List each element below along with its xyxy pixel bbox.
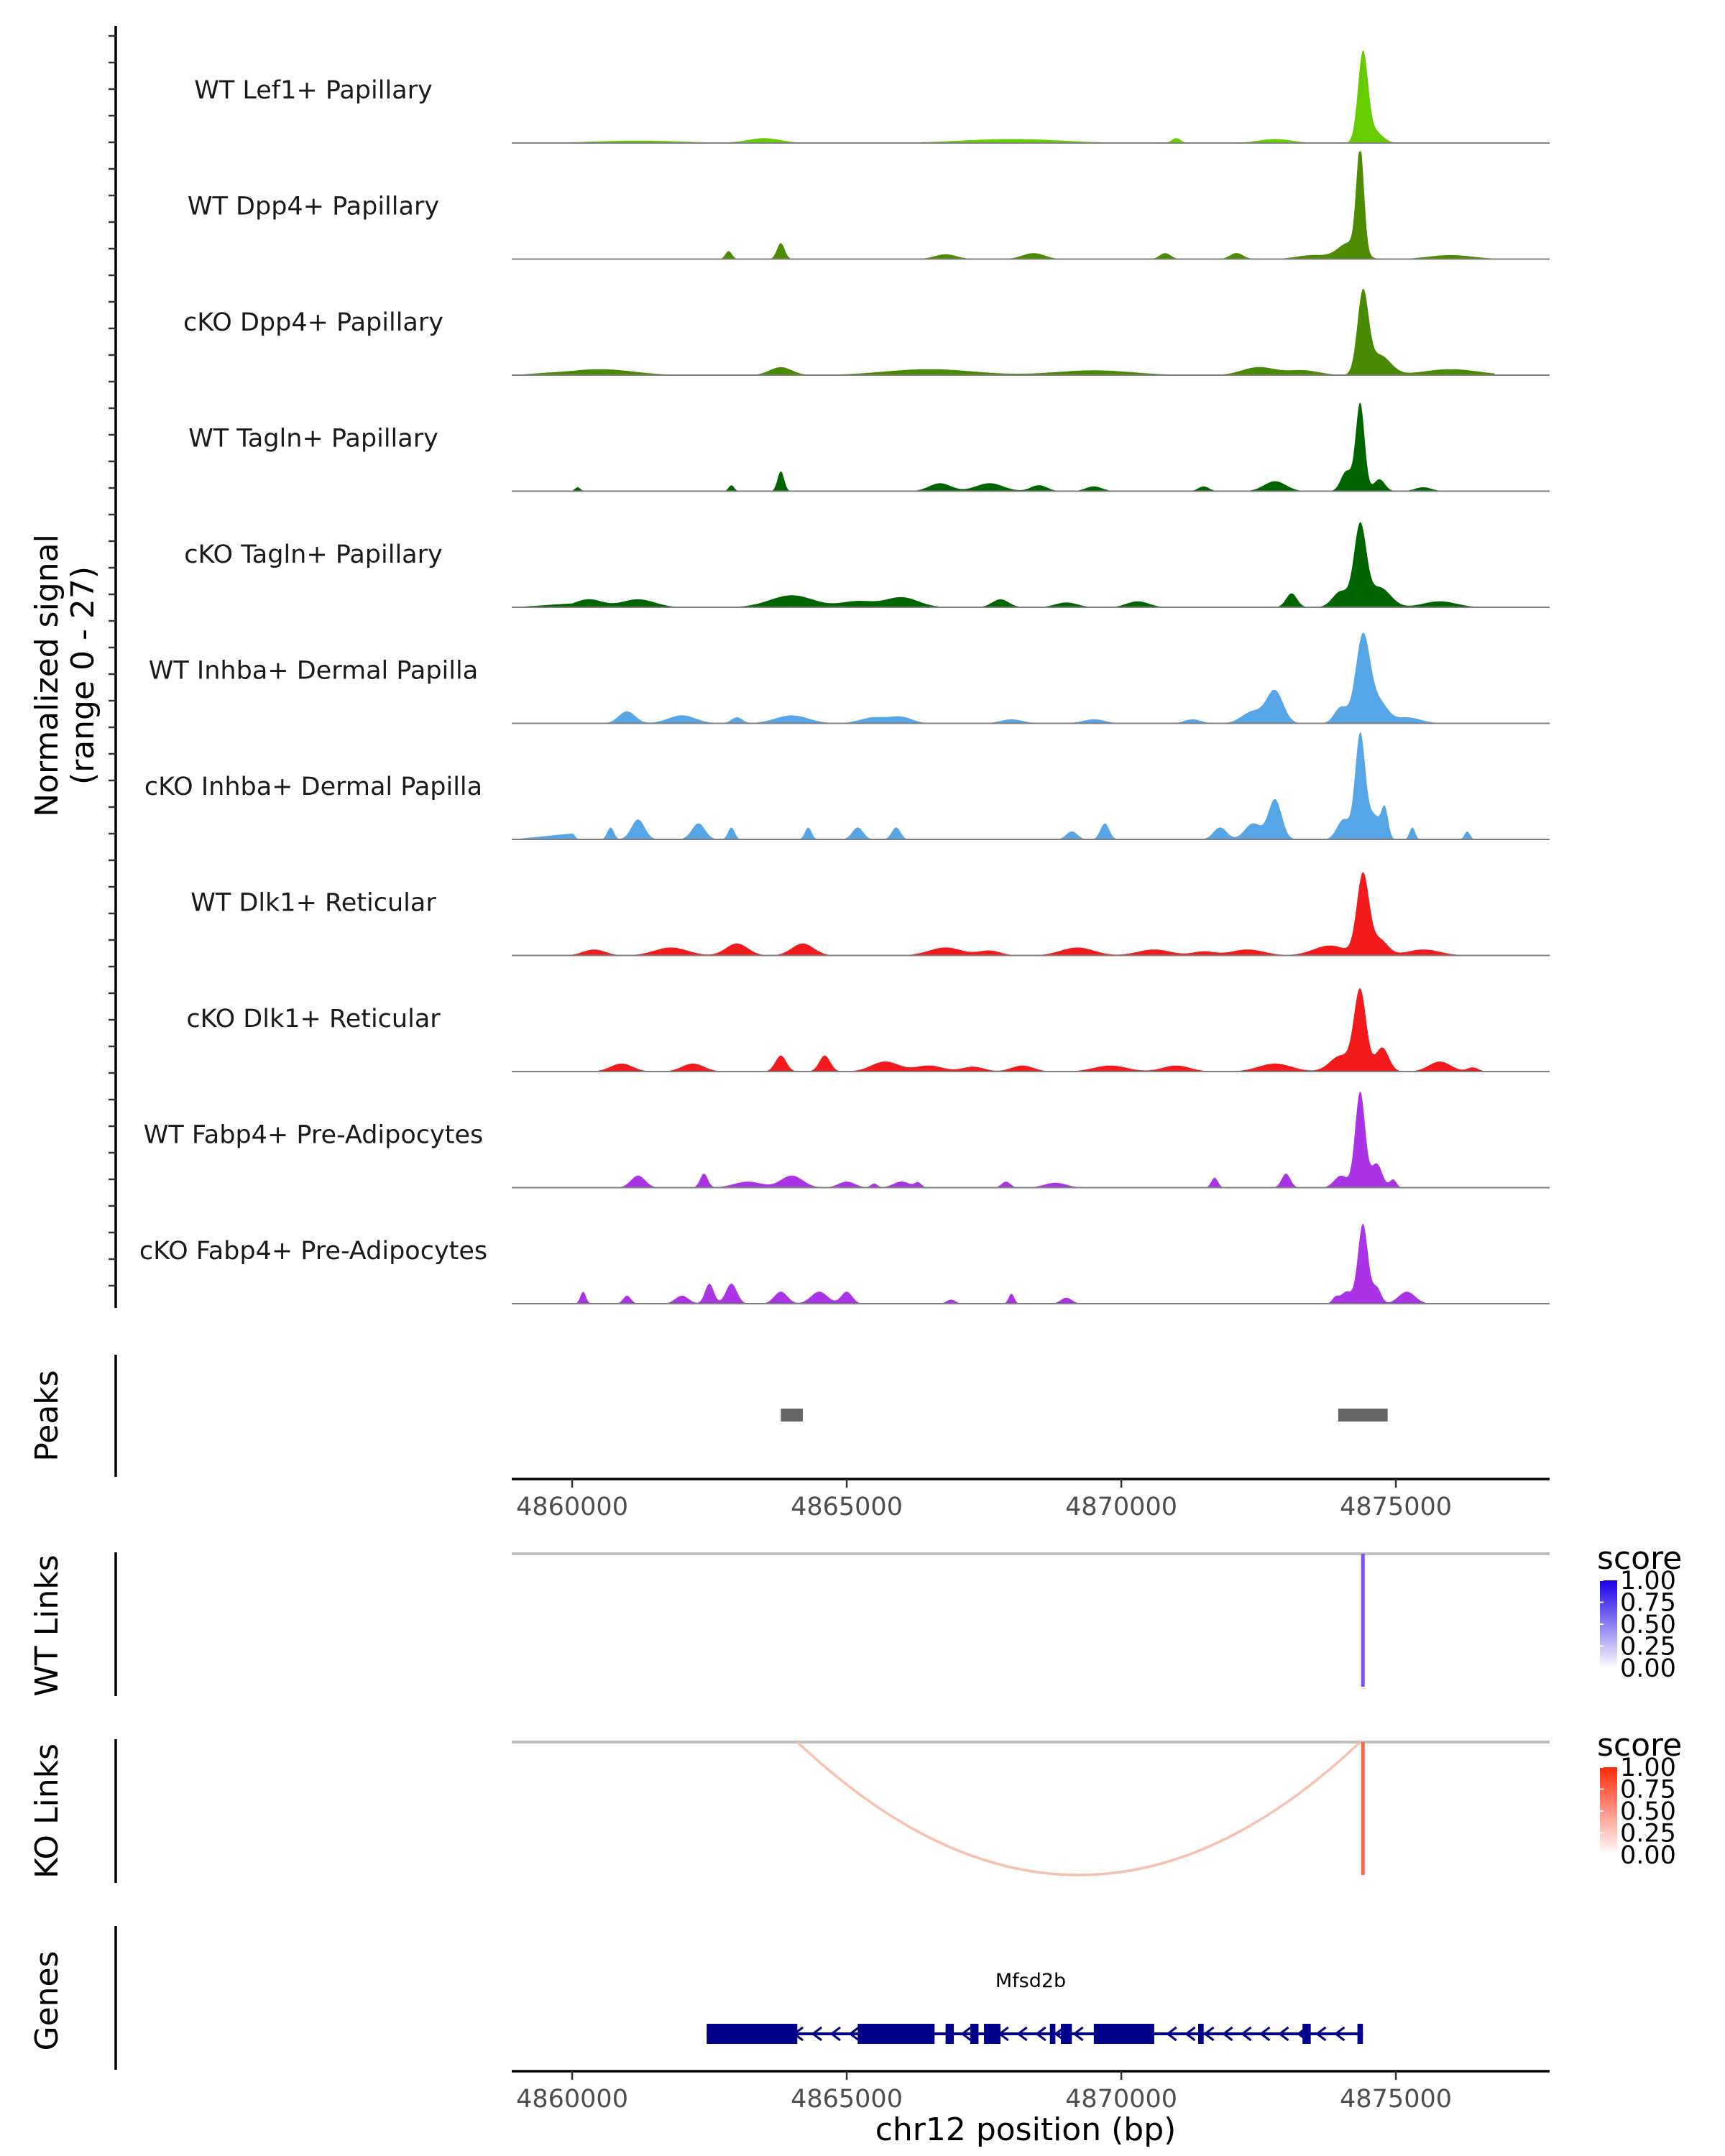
x-axis-top-tick-label: 4860000 <box>516 1493 628 1521</box>
track-4: WT Tagln+ Papillary <box>188 402 1550 492</box>
exon <box>984 2024 1000 2044</box>
legend-tick-label: 0.75 <box>1620 1776 1676 1805</box>
y-axis-title: Normalized signal(range 0 - 27) <box>29 534 101 817</box>
signal-area <box>512 732 1495 839</box>
exon <box>945 2024 954 2044</box>
signal-area <box>512 632 1495 724</box>
exon <box>1198 2024 1204 2044</box>
strand-arrow <box>960 2026 972 2042</box>
track-label: WT Tagln+ Papillary <box>188 425 438 453</box>
strand-arrow <box>1184 2026 1196 2042</box>
track-label: WT Lef1+ Papillary <box>194 76 433 105</box>
signal-area <box>512 151 1495 259</box>
strand-arrow <box>1259 2026 1271 2042</box>
track-11: cKO Fabp4+ Pre-Adipocytes <box>139 1224 1550 1304</box>
x-axis-bottom-tick-label: 4870000 <box>1065 2085 1177 2114</box>
strand-arrow <box>1035 2026 1046 2042</box>
exon <box>1061 2024 1072 2044</box>
legend-tick-label: 1.00 <box>1620 1754 1676 1782</box>
signal-area <box>512 988 1495 1072</box>
strand-arrow <box>1315 2026 1327 2042</box>
strand-arrow <box>1016 2026 1028 2042</box>
legend-tick-label: 1.00 <box>1620 1567 1676 1595</box>
signal-area <box>512 1224 1495 1304</box>
track-1: WT Lef1+ Papillary <box>194 50 1550 144</box>
x-axis-top-tick-label: 4870000 <box>1065 1493 1177 1521</box>
y-axis-title-line: Normalized signal <box>29 534 65 817</box>
signal-area <box>512 872 1495 956</box>
link-track-label: KO Links <box>29 1743 65 1879</box>
signal-area <box>512 1091 1495 1188</box>
legend-tick-label: 0.00 <box>1620 1654 1676 1683</box>
strand-arrow <box>1072 2026 1084 2042</box>
legend-title: score <box>1597 1540 1682 1577</box>
track-label: cKO Dlk1+ Reticular <box>186 1005 441 1033</box>
exon <box>1093 2024 1154 2044</box>
track-label: WT Inhba+ Dermal Papilla <box>149 657 478 686</box>
strand-arrow <box>1222 2026 1233 2042</box>
peaks-label: Peaks <box>29 1370 65 1461</box>
exon <box>1049 2024 1056 2044</box>
legend-tick-label: 0.50 <box>1620 1797 1676 1826</box>
x-axis-bottom-tick-label: 4860000 <box>516 2085 628 2114</box>
track-label: WT Fabp4+ Pre-Adipocytes <box>144 1121 483 1150</box>
signal-area <box>512 402 1495 492</box>
coverage-panel: Normalized signal(range 0 - 27) WT Lef1+ … <box>29 26 1550 1308</box>
x-axis-title: chr12 position (bp) <box>875 2111 1177 2148</box>
x-axis-top-tick-label: 4875000 <box>1340 1493 1452 1521</box>
link-track-label: WT Links <box>29 1554 65 1696</box>
track-label: cKO Tagln+ Papillary <box>184 540 443 569</box>
x-axis-bottom-tick-label: 4865000 <box>791 2085 903 2114</box>
strand-arrow <box>1241 2026 1252 2042</box>
legend-tick-label: 0.50 <box>1620 1611 1676 1639</box>
track-6: WT Inhba+ Dermal Papilla <box>149 632 1550 724</box>
track-7: cKO Inhba+ Dermal Papilla <box>144 732 1550 840</box>
y-axis-title-line: (range 0 - 27) <box>65 566 101 785</box>
strand-arrow <box>848 2026 860 2042</box>
legend-tick-label: 0.25 <box>1620 1820 1676 1848</box>
exon <box>970 2024 979 2044</box>
track-label: cKO Dpp4+ Papillary <box>183 308 443 337</box>
legend-tick-label: 0.25 <box>1620 1633 1676 1662</box>
exon <box>707 2024 798 2044</box>
signal-area <box>512 522 1495 607</box>
track-2: WT Dpp4+ Papillary <box>188 151 1550 260</box>
signal-area <box>512 288 1495 375</box>
signal-area <box>512 50 1495 143</box>
exon <box>857 2024 935 2044</box>
legend-tick-label: 0.00 <box>1620 1841 1676 1870</box>
peaks-panel: Peaks 4860000 4865000 4870000 4875000 <box>29 1355 1550 1521</box>
exon <box>1302 2024 1311 2044</box>
strand-arrow <box>1203 2026 1215 2042</box>
peak-region <box>781 1409 803 1422</box>
track-label: WT Dlk1+ Reticular <box>190 889 436 918</box>
gene-name: Mfsd2b <box>995 1970 1066 1992</box>
track-label: cKO Fabp4+ Pre-Adipocytes <box>139 1237 487 1266</box>
track-8: WT Dlk1+ Reticular <box>190 872 1550 957</box>
track-label: cKO Inhba+ Dermal Papilla <box>144 773 482 801</box>
track-5: cKO Tagln+ Papillary <box>184 522 1550 608</box>
genes-panel: Genes Mfsd2b 4860000 4865000 4870000 4875000 <box>29 1926 1550 2114</box>
strand-arrow <box>811 2026 822 2042</box>
track-label: WT Dpp4+ Papillary <box>188 193 439 221</box>
legend-title: score <box>1597 1727 1682 1764</box>
legend-tick-label: 0.75 <box>1620 1589 1676 1618</box>
genes-label: Genes <box>29 1950 65 2050</box>
track-3: cKO Dpp4+ Papillary <box>183 288 1550 376</box>
x-axis-bottom-tick-label: 4875000 <box>1340 2085 1452 2114</box>
link-arc <box>796 1741 1361 1876</box>
strand-arrow <box>829 2026 841 2042</box>
x-axis-top-tick-label: 4865000 <box>791 1493 903 1521</box>
strand-arrow <box>1166 2026 1177 2042</box>
track-9: cKO Dlk1+ Reticular <box>186 988 1550 1072</box>
strand-arrow <box>1277 2026 1289 2042</box>
exon <box>1357 2024 1363 2044</box>
strand-arrow <box>1333 2026 1346 2042</box>
peak-region <box>1338 1409 1388 1422</box>
track-10: WT Fabp4+ Pre-Adipocytes <box>144 1091 1550 1189</box>
